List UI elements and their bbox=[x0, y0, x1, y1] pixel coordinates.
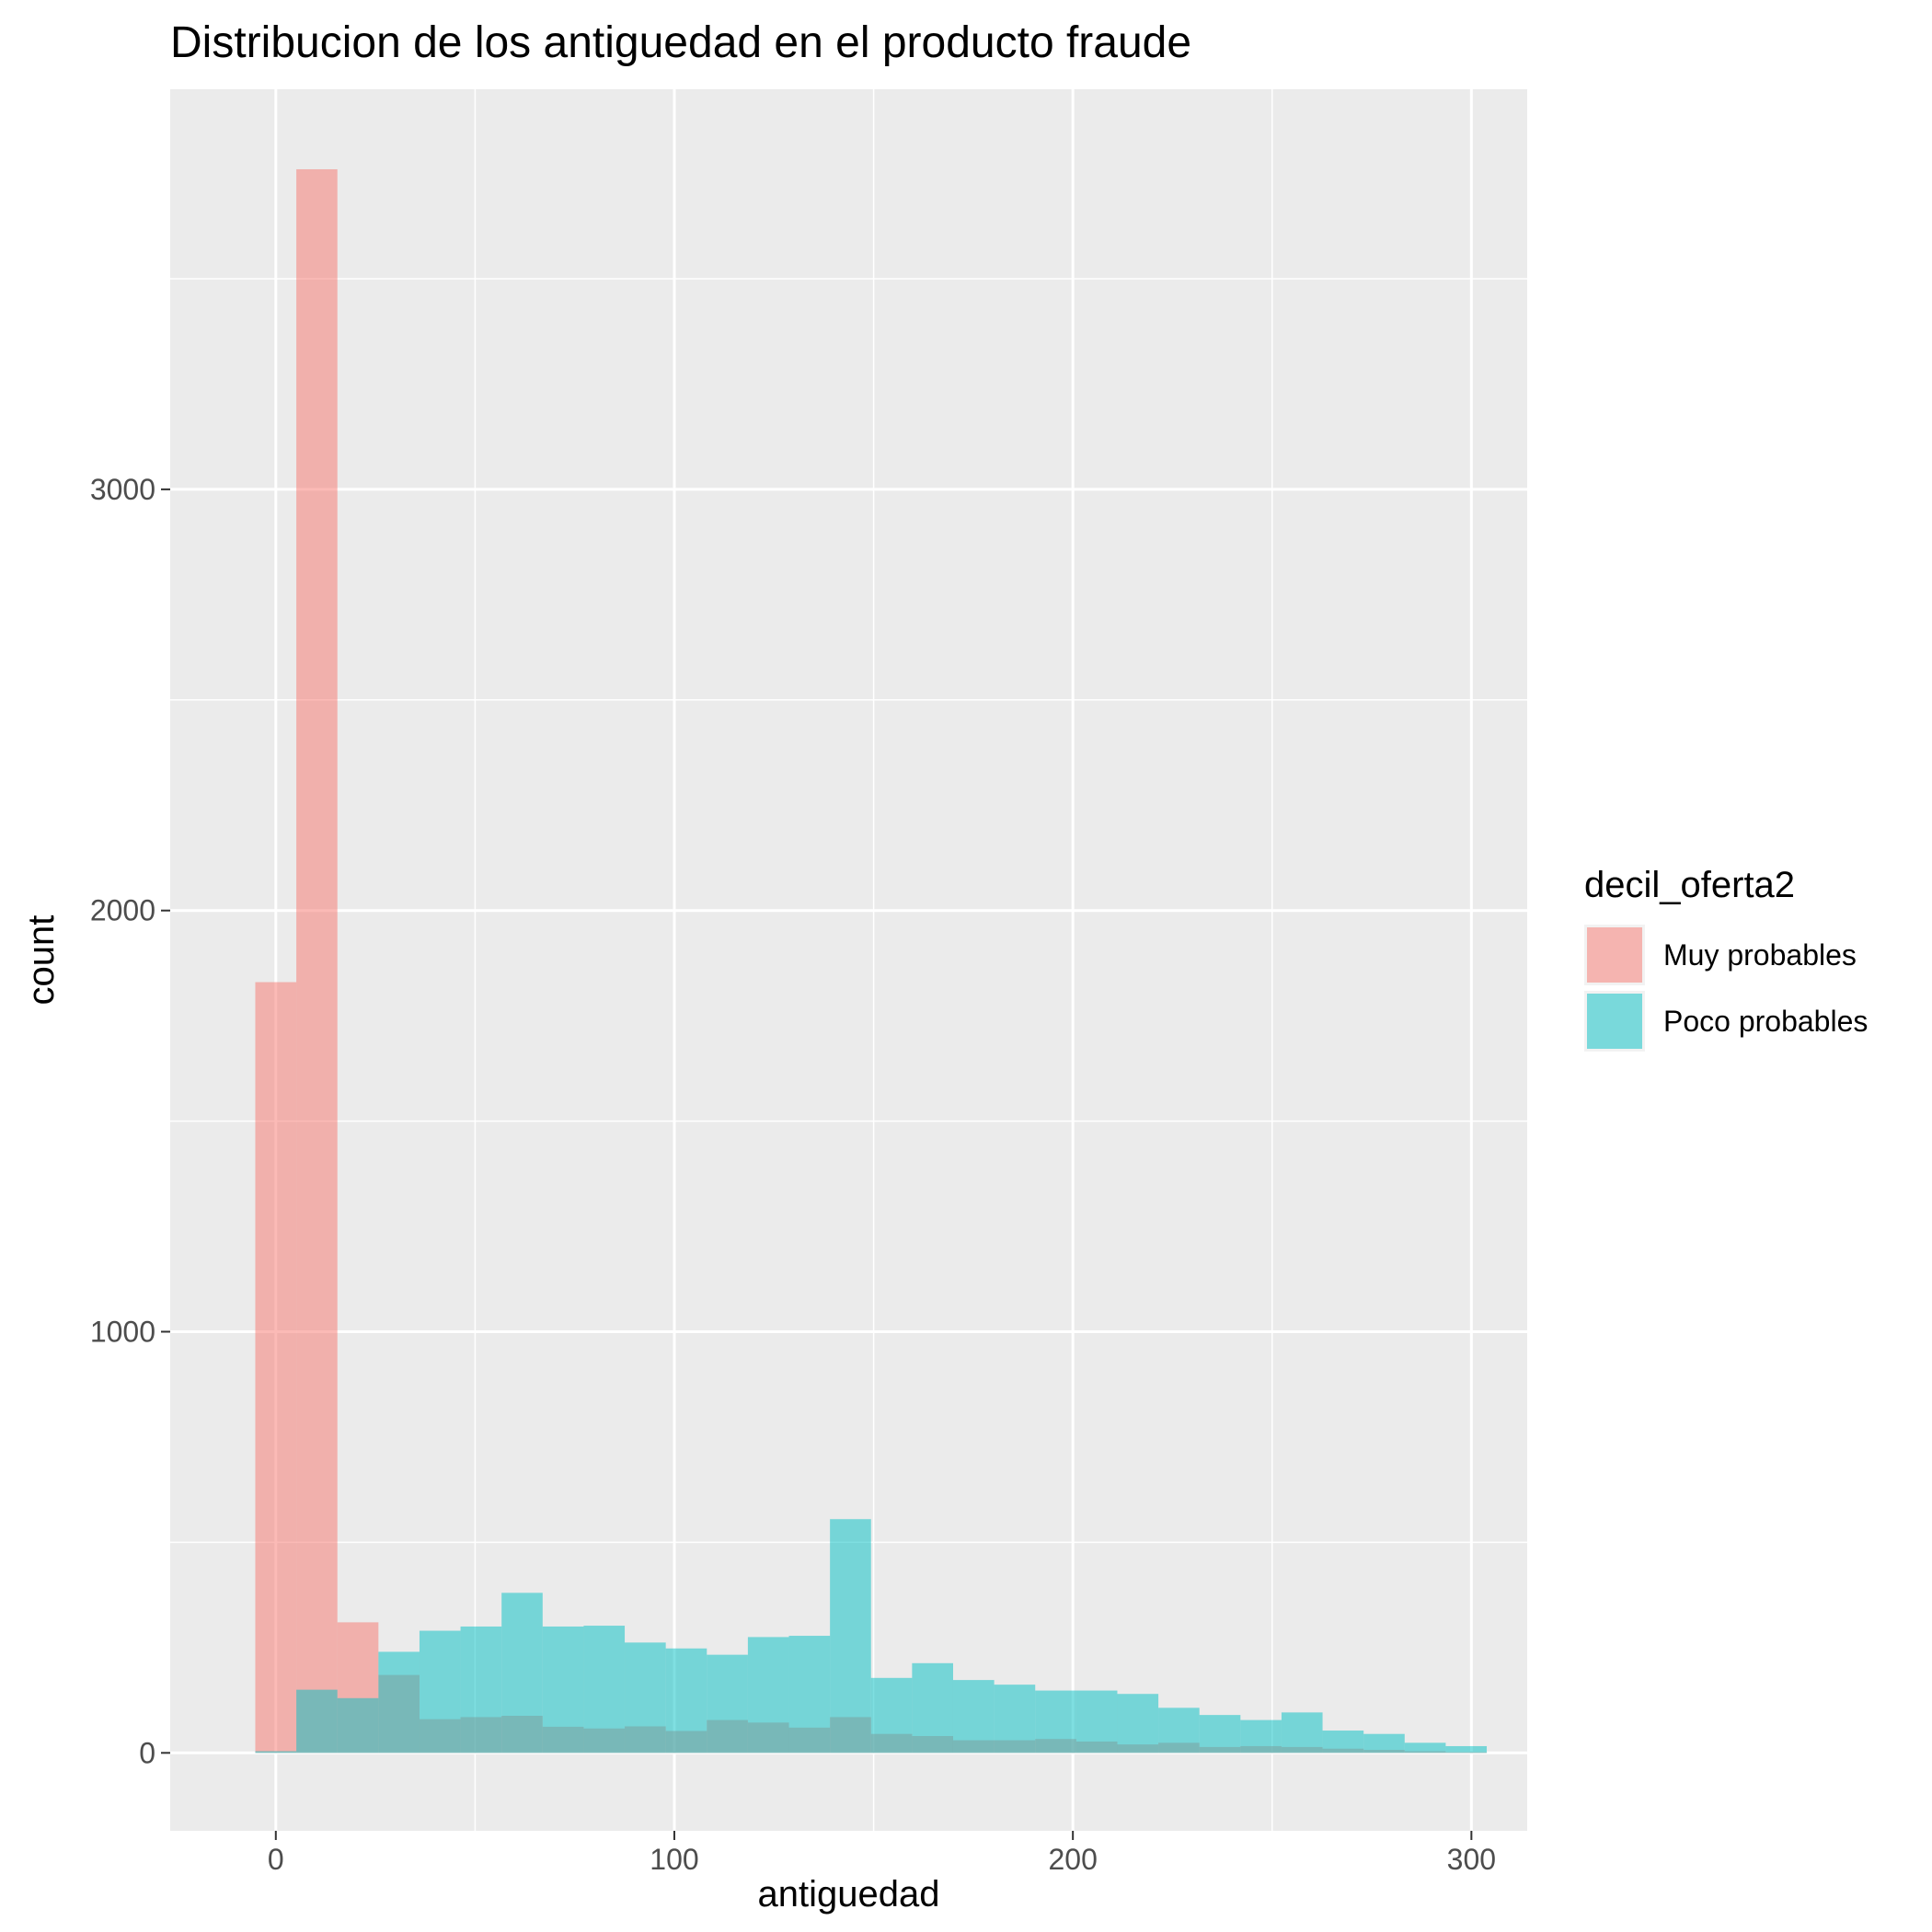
x-tick-label: 300 bbox=[1447, 1843, 1496, 1876]
histogram-bar bbox=[665, 1648, 707, 1754]
histogram-bar bbox=[707, 1654, 748, 1754]
histogram-bar bbox=[255, 1751, 297, 1754]
chart-title: Distribucion de los antiguedad en el pro… bbox=[170, 18, 1191, 67]
histogram-bar bbox=[788, 1636, 831, 1754]
x-tick-label: 0 bbox=[268, 1843, 284, 1876]
histogram-bar bbox=[460, 1626, 502, 1754]
legend-items: Muy probables Poco probables bbox=[1584, 925, 1868, 1052]
minor-gridlines bbox=[170, 89, 1527, 1831]
y-axis: 0 1000 2000 3000 bbox=[90, 473, 170, 1769]
histogram-bar bbox=[994, 1685, 1036, 1754]
histogram-bar bbox=[1281, 1712, 1323, 1754]
series-muy-probables bbox=[255, 168, 1488, 1754]
histogram-bar bbox=[542, 1626, 584, 1754]
histogram-bar bbox=[1363, 1733, 1405, 1754]
x-tick-label: 200 bbox=[1048, 1843, 1097, 1876]
histogram-bar bbox=[1035, 1690, 1076, 1754]
histogram-bar bbox=[296, 168, 338, 1754]
histogram-bar bbox=[1322, 1731, 1364, 1754]
histogram-bar bbox=[625, 1642, 666, 1754]
y-tick-label: 3000 bbox=[90, 473, 155, 506]
legend: decil_oferta2 Muy probables Poco probable… bbox=[1584, 865, 1868, 1052]
histogram-bar bbox=[255, 982, 297, 1754]
legend-swatch bbox=[1587, 927, 1642, 983]
histogram-bar bbox=[830, 1519, 871, 1754]
x-tick-label: 100 bbox=[650, 1843, 698, 1876]
histogram-bar bbox=[296, 1689, 338, 1754]
legend-swatch bbox=[1587, 994, 1642, 1049]
legend-label: Poco probables bbox=[1663, 1005, 1868, 1038]
y-axis-title: count bbox=[21, 915, 62, 1006]
histogram-bar bbox=[583, 1626, 626, 1754]
histogram-bar bbox=[337, 1697, 379, 1754]
x-axis-title: antiguedad bbox=[758, 1874, 940, 1915]
histogram-bar bbox=[1404, 1742, 1446, 1754]
histogram-bar bbox=[747, 1637, 789, 1754]
y-tick-label: 0 bbox=[139, 1736, 155, 1769]
legend-title: decil_oferta2 bbox=[1584, 865, 1795, 905]
histogram-bar bbox=[1199, 1715, 1241, 1754]
y-tick-label: 1000 bbox=[90, 1316, 155, 1349]
legend-item: Poco probables bbox=[1584, 991, 1868, 1052]
histogram-bar bbox=[1158, 1708, 1200, 1754]
histogram-bar bbox=[952, 1680, 995, 1754]
series-poco-probables bbox=[255, 1519, 1488, 1754]
histogram-bar bbox=[501, 1593, 543, 1754]
legend-item: Muy probables bbox=[1584, 925, 1857, 985]
histogram-bar bbox=[870, 1677, 913, 1754]
histogram-bar bbox=[1075, 1690, 1118, 1754]
y-tick-label: 2000 bbox=[90, 894, 155, 927]
histogram-bar bbox=[378, 1651, 420, 1754]
histogram-bar bbox=[419, 1630, 461, 1754]
x-axis: 0 100 200 300 bbox=[268, 1831, 1496, 1876]
histogram-bars bbox=[255, 168, 1488, 1754]
legend-label: Muy probables bbox=[1663, 938, 1857, 972]
histogram-bar bbox=[1117, 1694, 1159, 1754]
histogram-bar bbox=[912, 1662, 953, 1754]
histogram-bar bbox=[1445, 1745, 1488, 1754]
histogram-bar bbox=[1240, 1719, 1282, 1754]
